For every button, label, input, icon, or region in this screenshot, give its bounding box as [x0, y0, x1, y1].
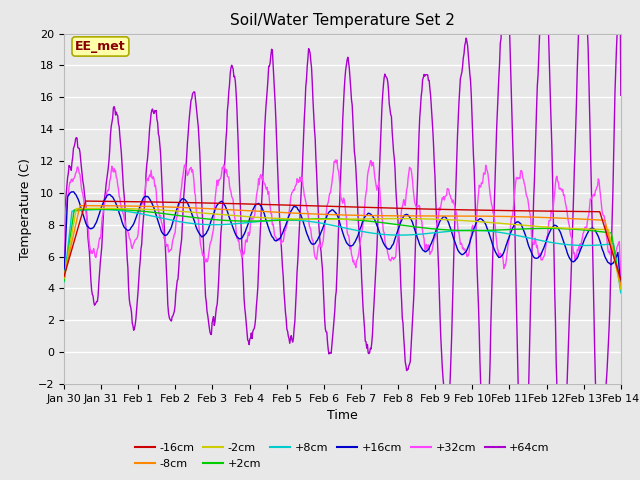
- -16cm: [277, 202, 285, 208]
- -16cm: [617, 277, 625, 283]
- +8cm: [60, 279, 68, 285]
- -8cm: [228, 207, 236, 213]
- +16cm: [277, 233, 285, 239]
- -2cm: [432, 216, 440, 222]
- -2cm: [126, 206, 134, 212]
- +16cm: [228, 223, 236, 229]
- +8cm: [228, 221, 236, 227]
- -8cm: [60, 275, 68, 280]
- -16cm: [60, 274, 68, 279]
- +32cm: [255, 182, 263, 188]
- +2cm: [432, 226, 440, 232]
- +2cm: [256, 218, 264, 224]
- +2cm: [228, 218, 236, 224]
- +16cm: [256, 202, 264, 208]
- -2cm: [256, 215, 264, 220]
- +2cm: [60, 278, 68, 284]
- +8cm: [277, 217, 285, 223]
- -8cm: [76, 203, 84, 208]
- -16cm: [228, 201, 236, 206]
- +8cm: [401, 232, 408, 238]
- +32cm: [332, 157, 339, 163]
- Line: -16cm: -16cm: [64, 201, 621, 280]
- +32cm: [432, 230, 440, 236]
- +64cm: [276, 227, 284, 232]
- +64cm: [617, 93, 625, 98]
- Legend: -16cm, -8cm, -2cm, +2cm, +8cm, +16cm, +32cm, +64cm: -16cm, -8cm, -2cm, +2cm, +8cm, +16cm, +3…: [131, 439, 554, 473]
- +64cm: [255, 250, 263, 255]
- +8cm: [97, 207, 104, 213]
- +16cm: [126, 227, 134, 232]
- +8cm: [432, 230, 440, 236]
- -16cm: [432, 206, 440, 212]
- -8cm: [617, 282, 625, 288]
- -2cm: [99, 205, 106, 211]
- Y-axis label: Temperature (C): Temperature (C): [19, 158, 32, 260]
- Line: +16cm: +16cm: [64, 192, 621, 290]
- +16cm: [401, 212, 408, 218]
- Line: -8cm: -8cm: [64, 205, 621, 285]
- -2cm: [60, 276, 68, 281]
- -16cm: [401, 205, 408, 211]
- +2cm: [126, 207, 134, 213]
- +8cm: [617, 290, 625, 296]
- +64cm: [431, 173, 439, 179]
- -2cm: [401, 216, 408, 221]
- +16cm: [617, 287, 625, 293]
- +2cm: [617, 286, 625, 291]
- +32cm: [228, 193, 236, 199]
- +64cm: [400, 335, 408, 341]
- +32cm: [125, 235, 133, 241]
- +8cm: [256, 218, 264, 224]
- +2cm: [277, 217, 285, 223]
- -8cm: [126, 203, 134, 209]
- Line: +32cm: +32cm: [64, 160, 621, 285]
- +2cm: [99, 206, 106, 212]
- Line: +64cm: +64cm: [64, 0, 621, 480]
- +64cm: [125, 297, 133, 302]
- -8cm: [256, 208, 264, 214]
- +2cm: [401, 223, 408, 228]
- +8cm: [126, 209, 134, 215]
- Line: -2cm: -2cm: [64, 208, 621, 289]
- +64cm: [60, 259, 68, 264]
- +16cm: [432, 228, 440, 234]
- +16cm: [60, 274, 68, 279]
- Text: EE_met: EE_met: [75, 40, 126, 53]
- -2cm: [228, 213, 236, 218]
- +64cm: [228, 62, 236, 68]
- +32cm: [401, 200, 408, 206]
- -8cm: [432, 213, 440, 219]
- -2cm: [277, 216, 285, 221]
- -16cm: [82, 198, 90, 204]
- Title: Soil/Water Temperature Set 2: Soil/Water Temperature Set 2: [230, 13, 455, 28]
- -8cm: [401, 213, 408, 219]
- -16cm: [126, 199, 134, 204]
- +32cm: [276, 238, 284, 243]
- X-axis label: Time: Time: [327, 409, 358, 422]
- -2cm: [617, 286, 625, 292]
- +32cm: [60, 271, 68, 277]
- +16cm: [70, 189, 77, 194]
- -16cm: [256, 202, 264, 207]
- Line: +8cm: +8cm: [64, 210, 621, 293]
- +32cm: [617, 282, 625, 288]
- Line: +2cm: +2cm: [64, 209, 621, 288]
- -8cm: [277, 210, 285, 216]
